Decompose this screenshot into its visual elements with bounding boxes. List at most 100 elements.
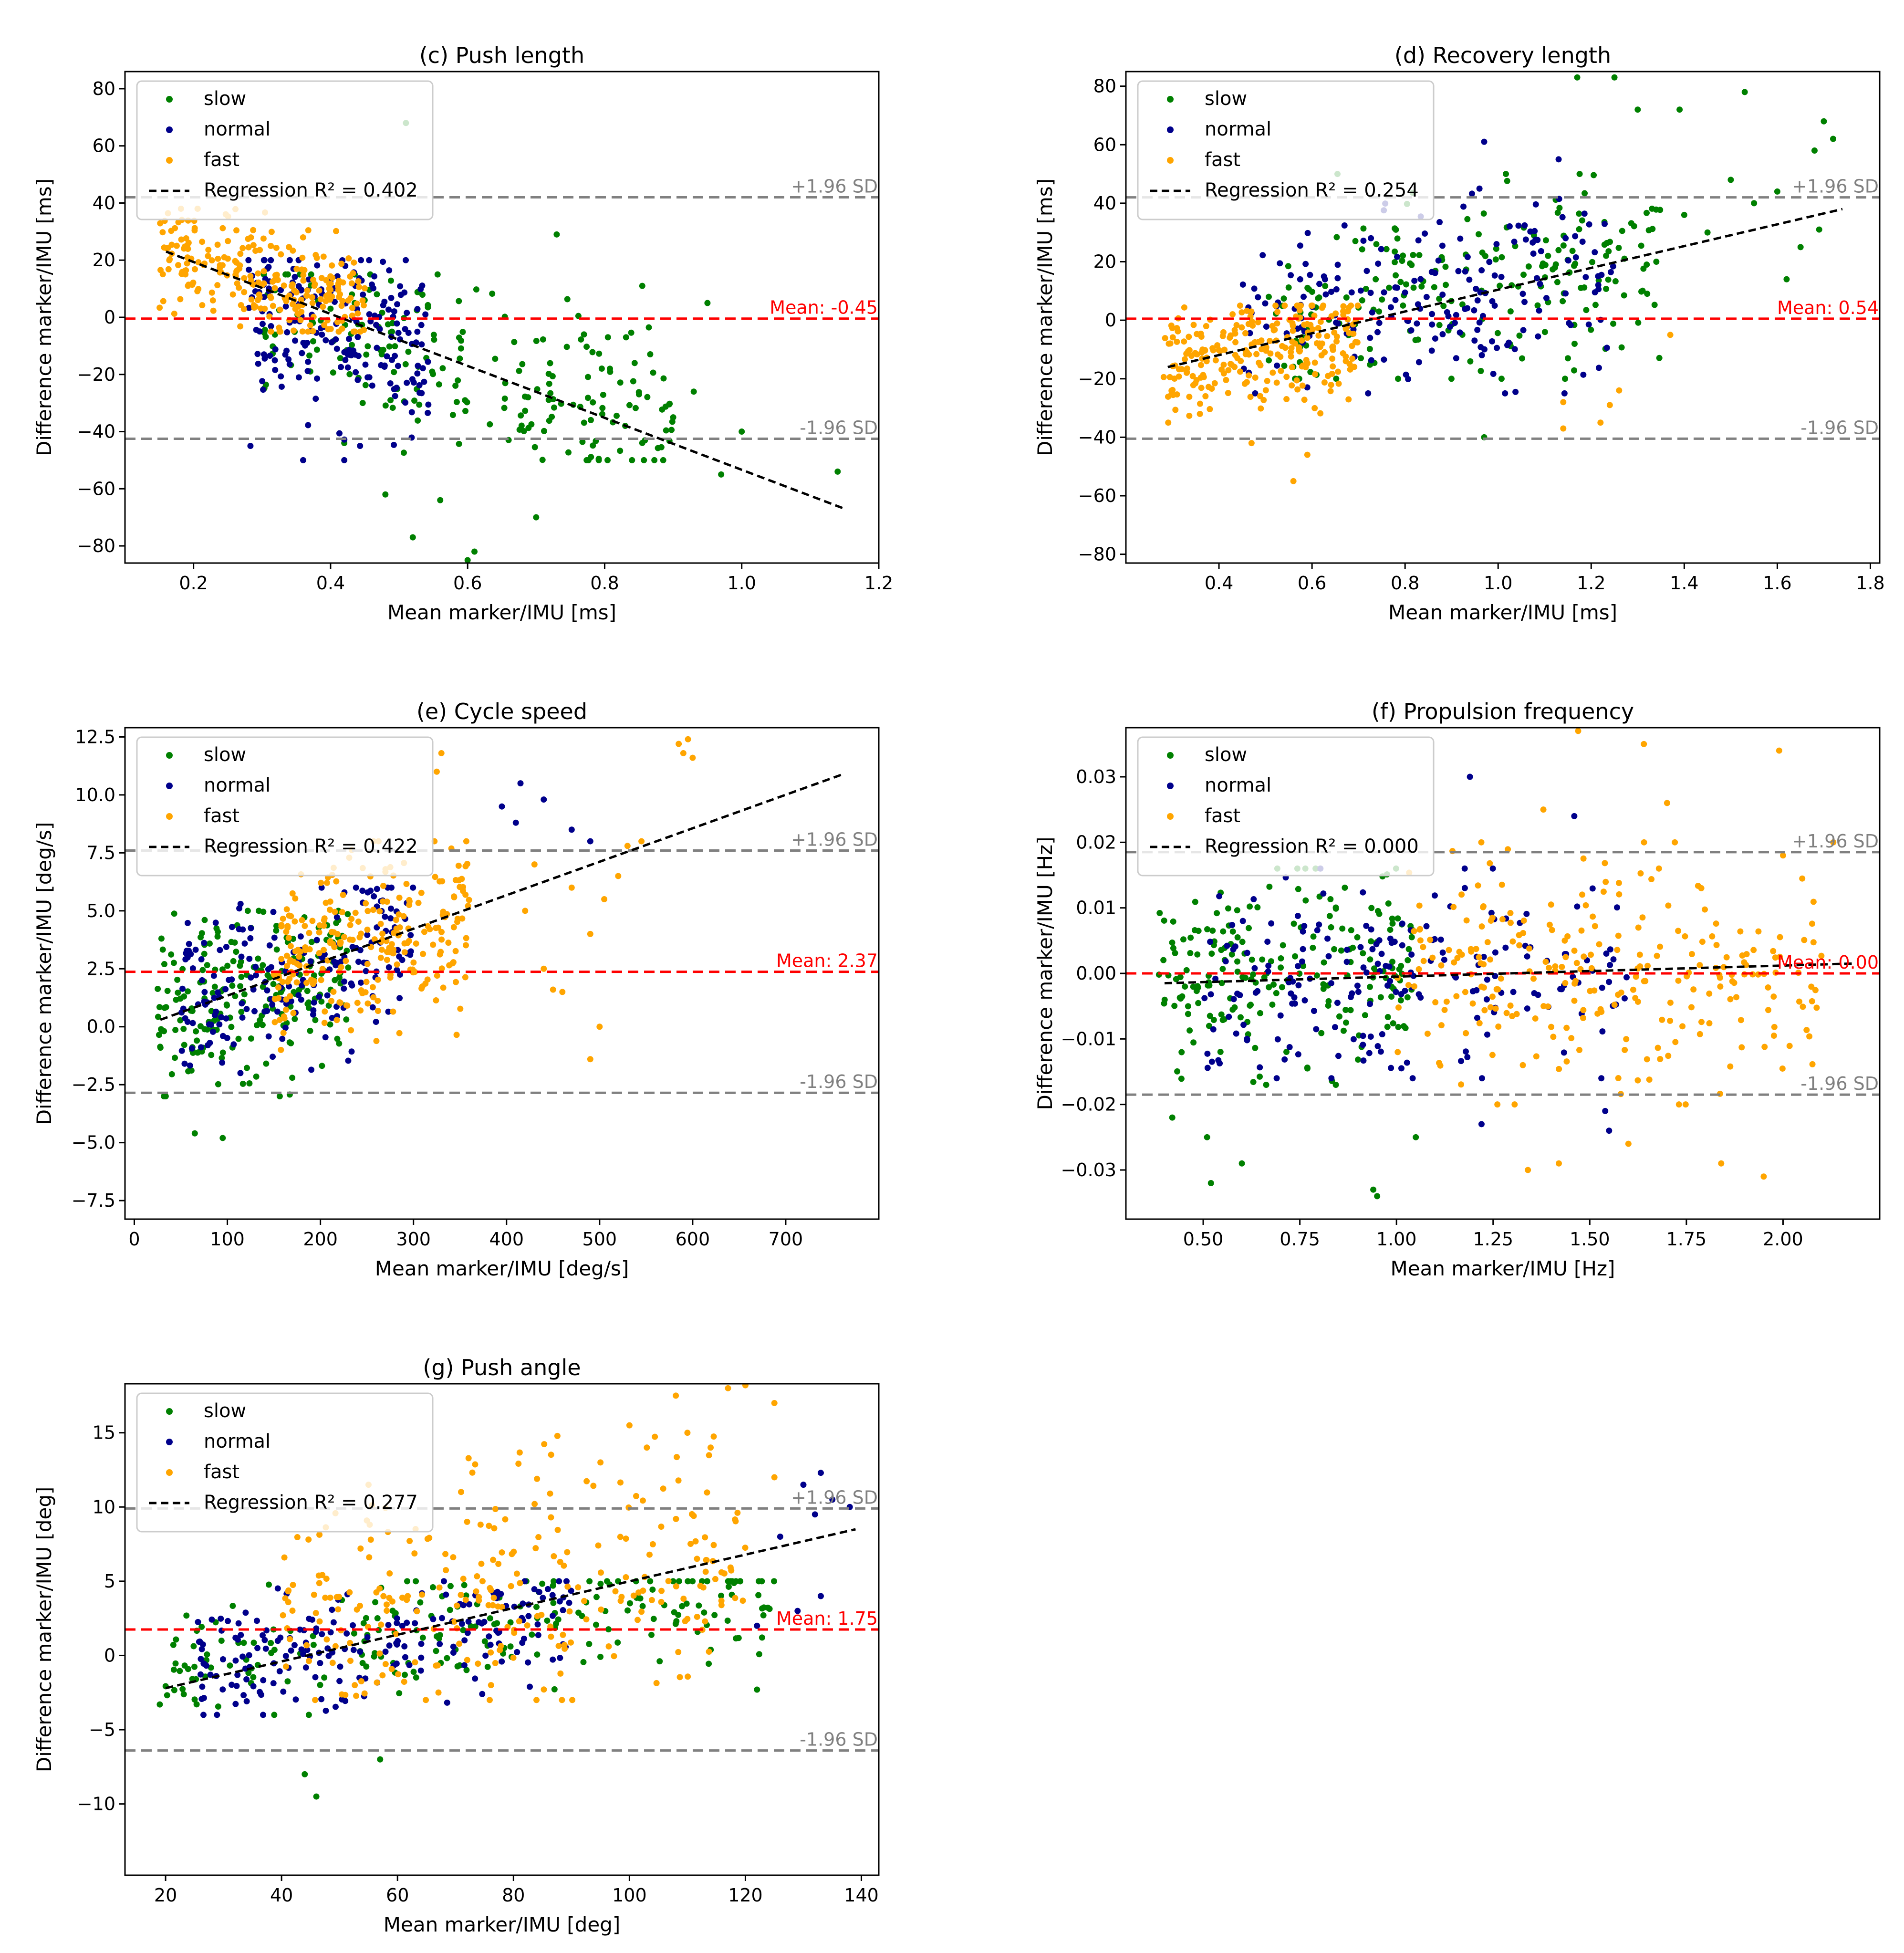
point-fast [685,1673,691,1680]
point-slow [458,337,465,344]
point-slow [1504,178,1510,184]
point-slow [410,1669,417,1675]
point-fast [310,328,316,334]
regression-line [160,773,844,1021]
point-slow [670,414,676,421]
point-slow [337,355,343,362]
point-fast [288,913,294,919]
point-fast [1720,964,1727,971]
point-fast [658,1598,665,1605]
point-normal [276,1668,283,1675]
point-normal [514,1649,520,1655]
point-normal [394,320,400,327]
point-fast [160,298,166,304]
point-normal [566,1599,572,1606]
point-fast [357,328,364,335]
point-normal [1429,321,1436,328]
point-normal [1494,345,1500,351]
point-normal [1455,268,1462,274]
point-normal [1379,1031,1385,1038]
point-fast [413,940,419,947]
point-slow [1208,950,1215,957]
point-slow [1442,263,1449,270]
point-normal [308,1066,315,1073]
point-normal [186,940,192,947]
point-slow [372,1650,378,1657]
point-slow [379,309,385,316]
point-slow [1564,355,1571,362]
point-fast [1546,964,1552,971]
point-normal [461,1662,468,1669]
point-fast [1181,356,1188,363]
point-normal [376,326,383,333]
point-normal [1360,889,1366,896]
point-fast [352,328,358,335]
point-fast [1667,332,1674,338]
point-normal [1606,979,1613,985]
point-fast [344,1002,351,1009]
point-slow [1266,984,1272,991]
point-fast [316,1618,323,1625]
point-fast [1519,1062,1526,1068]
point-fast [1625,1140,1632,1147]
point-normal [314,375,321,382]
point-normal [1599,1028,1606,1035]
point-normal [243,1698,250,1704]
point-fast [297,949,303,955]
point-fast [560,1631,566,1638]
point-slow [237,962,243,969]
point-normal [318,1696,325,1702]
point-fast [1327,388,1334,395]
point-slow [563,344,570,350]
point-normal [1367,1001,1373,1007]
point-slow [185,1666,191,1672]
point-slow [360,1620,367,1627]
upper-sd-label: +1.96 SD [791,829,878,850]
point-normal [242,1609,249,1616]
x-tick-label: 1.0 [728,573,756,594]
point-normal [1423,923,1430,930]
point-fast [1246,372,1252,379]
point-normal [262,1645,269,1652]
point-fast [680,1595,687,1602]
point-fast [352,1682,358,1689]
y-tick-label: 5.0 [87,900,115,921]
point-slow [1373,241,1380,248]
point-fast [1476,1020,1483,1026]
point-normal [1277,1012,1284,1019]
point-slow [487,1615,493,1622]
point-slow [1649,226,1656,232]
point-normal [357,1649,364,1655]
point-slow [1207,1180,1214,1186]
point-fast [1172,407,1179,413]
point-fast [292,895,299,902]
point-slow [1192,898,1198,905]
point-fast [488,1649,494,1656]
point-fast [237,323,244,330]
point-slow [635,389,642,396]
point-slow [1644,261,1650,268]
point-fast [675,1477,682,1484]
point-fast [329,262,335,269]
point-fast [350,270,356,277]
point-slow [215,1703,221,1710]
point-slow [1256,1073,1263,1080]
point-slow [673,1618,680,1625]
point-fast [293,979,300,986]
x-tick-label: 2.00 [1763,1229,1803,1250]
point-fast [1688,1004,1695,1011]
point-fast [617,1534,624,1540]
point-slow [201,950,208,957]
point-normal [1567,322,1574,328]
point-slow [1333,234,1340,240]
point-slow [1221,1016,1228,1023]
point-normal [1222,958,1229,965]
point-fast [241,275,248,282]
point-normal [1369,309,1375,316]
point-fast [399,1594,406,1601]
point-normal [243,1676,250,1683]
point-slow [241,991,248,998]
point-normal [206,1021,212,1028]
point-slow [639,1603,646,1609]
point-normal [1254,988,1261,994]
